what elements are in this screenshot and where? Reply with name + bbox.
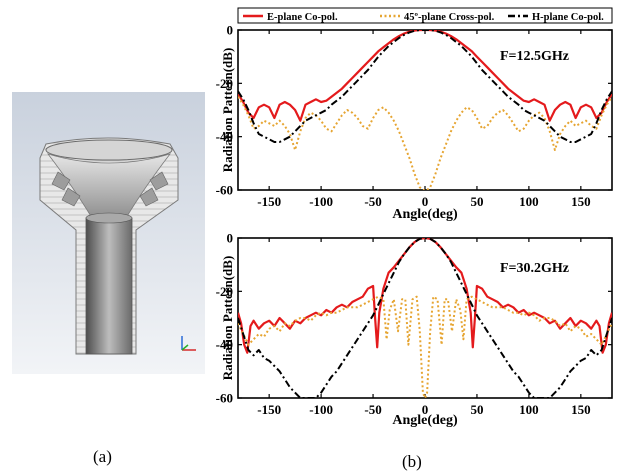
- y-tick-label: -20: [216, 76, 233, 91]
- y-tick-label: -60: [216, 183, 233, 198]
- legend-label: H-plane Co-pol.: [532, 12, 604, 23]
- x-tick-label: 50: [470, 402, 483, 417]
- series-line-45-plane-cross-pol-: [238, 295, 612, 398]
- y-tick-label: -40: [216, 337, 233, 352]
- y-axis-label: Radiation Pattern(dB): [220, 48, 235, 173]
- series-line-45-plane-cross-pol-: [238, 96, 612, 190]
- y-tick-label: -20: [216, 284, 233, 299]
- legend-label: E-plane Co-pol.: [267, 12, 338, 23]
- x-axis-label: Angle(deg): [392, 207, 458, 222]
- horn-antenna-render: [12, 92, 205, 374]
- y-tick-label: -40: [216, 129, 233, 144]
- x-tick-label: 0: [422, 194, 429, 209]
- series-line-h-plane-co-pol-: [238, 30, 612, 143]
- y-axis-label: Radiation Pattern(dB): [220, 256, 235, 381]
- x-tick-label: -50: [364, 194, 381, 209]
- x-tick-label: 100: [519, 194, 539, 209]
- frequency-annotation: F=12.5GHz: [500, 49, 569, 64]
- panel-b-caption: (b): [402, 452, 422, 471]
- horn-cross-section-image: [12, 92, 205, 374]
- chart-12-5ghz: -150 -100 -50 0 50 100 150 0 -20 -40 -60 Angle(deg)…: [216, 23, 613, 222]
- series-line-e-plane-co-pol-: [238, 238, 612, 354]
- frequency-annotation: F=30.2GHz: [500, 261, 569, 276]
- series-group: [238, 30, 612, 190]
- x-tick-label: -150: [257, 402, 281, 417]
- x-tick-label: -100: [309, 194, 333, 209]
- series-group: [238, 238, 612, 398]
- x-tick-label: 50: [470, 194, 483, 209]
- x-tick-label: 150: [571, 402, 591, 417]
- panel-a-caption: (a): [93, 447, 112, 466]
- x-tick-label: -150: [257, 194, 281, 209]
- chart-30-2ghz: -150 -100 -50 0 50 100 150 0 -20 -40 -60 Angle(deg)…: [216, 231, 613, 428]
- x-tick-label: -100: [309, 402, 333, 417]
- legend-box: [237, 7, 613, 24]
- y-tick-label: 0: [227, 231, 234, 246]
- axis-triad-y: [181, 344, 189, 351]
- x-axis-label: Angle(deg): [392, 413, 458, 428]
- x-tick-label: 100: [519, 402, 539, 417]
- series-line-e-plane-co-pol-: [238, 30, 612, 122]
- x-tick-label: 150: [571, 194, 591, 209]
- y-tick-label: 0: [227, 23, 234, 38]
- legend-label: 45º-plane Cross-pol.: [404, 12, 495, 23]
- chart-legend: E-plane Co-pol. 45º-plane Cross-pol. H-pla…: [237, 7, 613, 24]
- y-tick-label: -60: [216, 391, 233, 406]
- x-tick-label: -50: [364, 402, 381, 417]
- x-tick-label: 0: [422, 402, 429, 417]
